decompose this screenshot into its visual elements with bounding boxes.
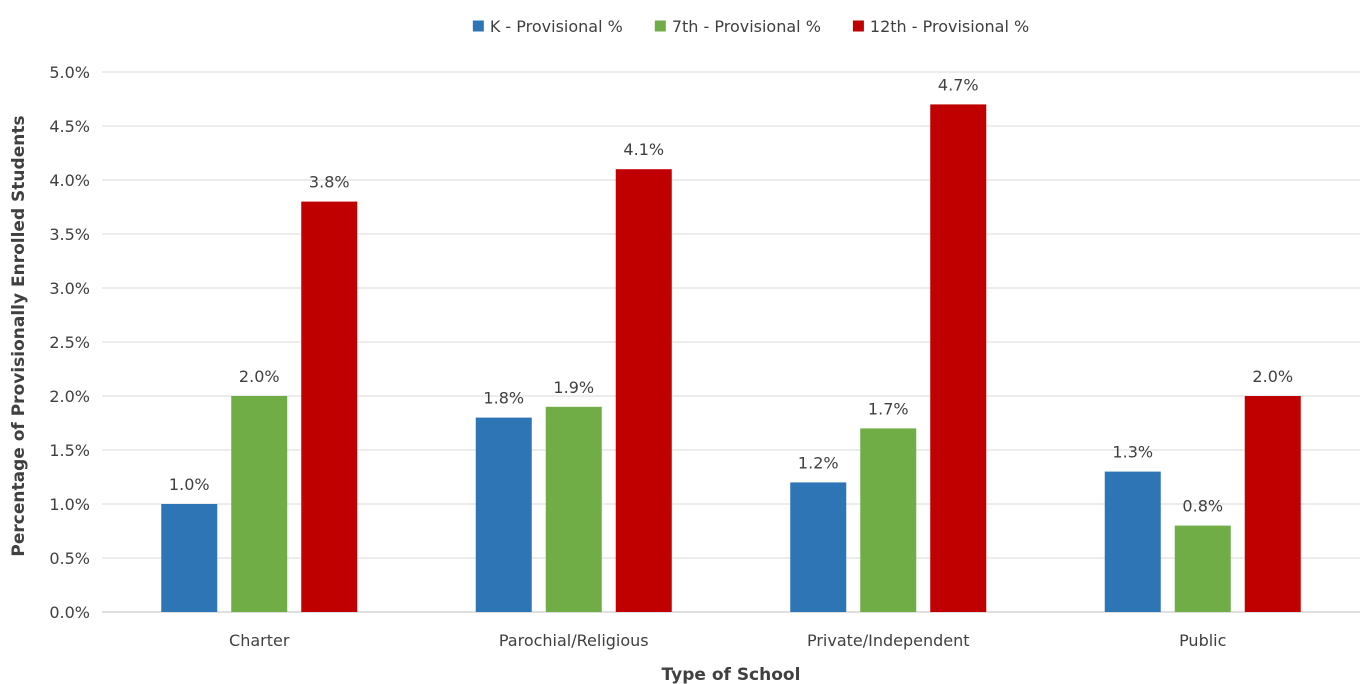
x-category-label: Public	[1179, 631, 1226, 650]
legend-label: 12th - Provisional %	[870, 17, 1029, 36]
legend-label: K - Provisional %	[490, 17, 623, 36]
y-axis-ticks: 0.0% 0.5% 1.0% 1.5% 2.0% 2.5% 3.0% 3.5% 4.0% 4.5%…	[49, 63, 90, 622]
x-category-label: Charter	[229, 631, 290, 650]
data-label: 1.8%	[483, 389, 524, 408]
legend-swatch	[654, 20, 666, 32]
y-tick-label: 1.0%	[49, 495, 90, 514]
data-label: 4.1%	[623, 140, 664, 159]
data-label: 2.0%	[1252, 367, 1293, 386]
bar-parochial-religious-series-2	[545, 406, 602, 612]
y-tick-label: 5.0%	[49, 63, 90, 82]
data-label: 1.0%	[169, 475, 210, 494]
data-label: 3.8%	[309, 173, 350, 192]
x-axis-title: Type of School	[662, 665, 801, 684]
gridlines	[102, 71, 1360, 613]
data-label: 4.7%	[938, 75, 979, 94]
y-tick-label: 0.5%	[49, 549, 90, 568]
bar-private-independent-series-3	[930, 104, 987, 613]
legend-label: 7th - Provisional %	[672, 17, 821, 36]
y-tick-label: 0.0%	[49, 603, 90, 622]
x-category-label: Parochial/Religious	[499, 631, 649, 650]
data-label: 0.8%	[1182, 497, 1223, 516]
legend-swatch	[472, 20, 484, 32]
data-labels: 1.0% 2.0% 3.8% 1.8% 1.9% 4.1% 1.2% 1.7% 4.7% 1.3%…	[169, 75, 1293, 515]
bar-public-series-2	[1174, 525, 1231, 612]
data-label: 1.9%	[553, 378, 594, 397]
bar-charter-series-3	[301, 201, 358, 612]
x-axis-categories: Charter Parochial/Religious Private/Indepe…	[229, 631, 1226, 650]
bar-charter-series-1	[161, 504, 218, 612]
y-tick-label: 1.5%	[49, 441, 90, 460]
data-label: 1.3%	[1112, 443, 1153, 462]
legend: K - Provisional % 7th - Provisional % 12th…	[472, 17, 1029, 36]
data-label: 2.0%	[239, 367, 280, 386]
legend-swatch	[852, 20, 864, 32]
x-category-label: Private/Independent	[807, 631, 970, 650]
bar-public-series-3	[1244, 396, 1301, 612]
bar-public-series-1	[1104, 471, 1161, 612]
y-tick-label: 4.5%	[49, 117, 90, 136]
y-tick-label: 2.5%	[49, 333, 90, 352]
bar-private-independent-series-2	[860, 428, 917, 612]
data-label: 1.7%	[868, 399, 909, 418]
bar-parochial-religious-series-1	[475, 417, 532, 612]
data-label: 1.2%	[798, 453, 839, 472]
bar-private-independent-series-1	[790, 482, 847, 612]
y-tick-label: 3.5%	[49, 225, 90, 244]
y-axis-title: Percentage of Provisionally Enrolled Stu…	[9, 115, 29, 556]
y-tick-label: 3.0%	[49, 279, 90, 298]
y-tick-label: 4.0%	[49, 171, 90, 190]
y-tick-label: 2.0%	[49, 387, 90, 406]
bar-parochial-religious-series-3	[615, 169, 672, 612]
bars	[161, 104, 1301, 613]
bar-charter-series-2	[231, 396, 288, 612]
